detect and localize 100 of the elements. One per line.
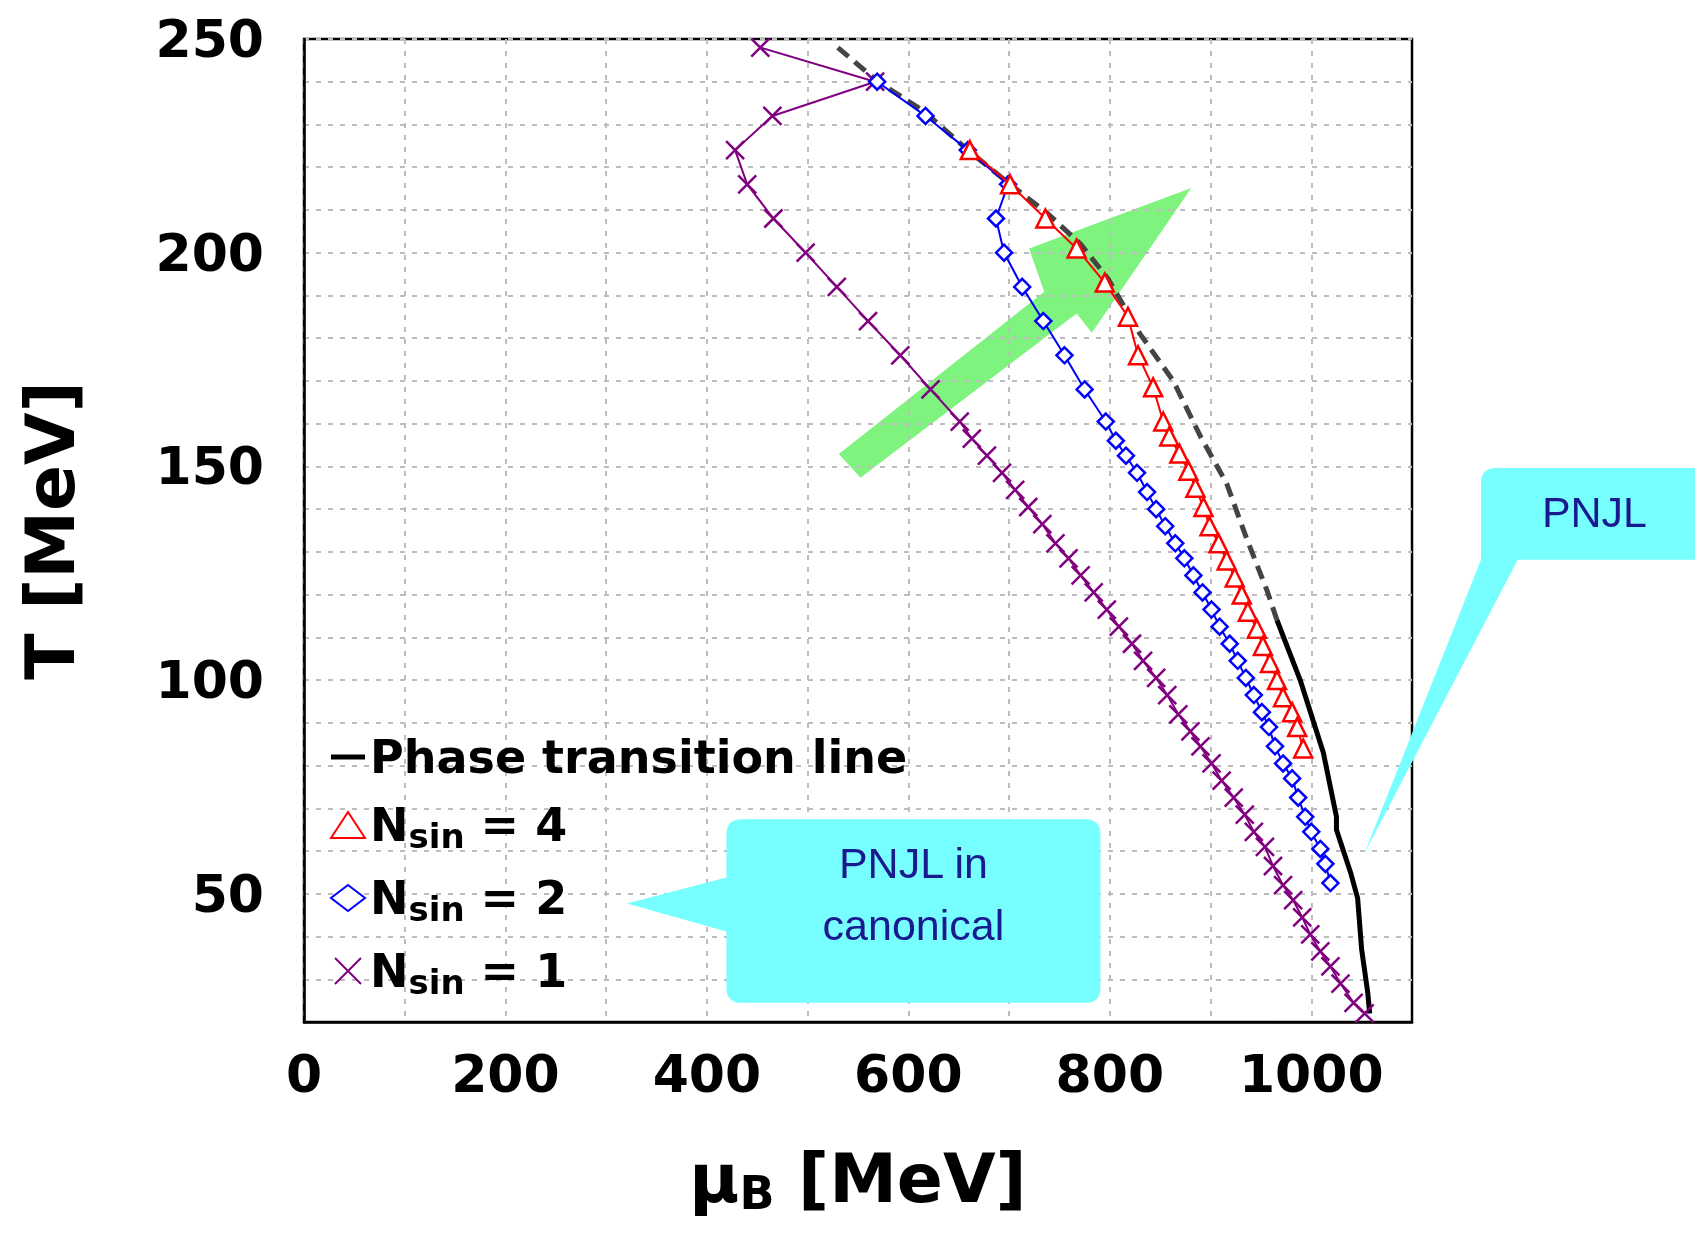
point <box>994 243 1014 262</box>
point <box>857 310 879 332</box>
y-tick-label: 50 <box>191 863 264 924</box>
point <box>1300 924 1321 945</box>
point <box>1243 821 1265 843</box>
point <box>1265 737 1285 756</box>
point <box>1211 770 1232 791</box>
point <box>1330 973 1351 994</box>
point <box>1216 550 1237 571</box>
x-tick-label: 600 <box>854 1044 963 1104</box>
point <box>1282 889 1304 911</box>
point <box>1117 306 1139 328</box>
point <box>1272 686 1294 708</box>
point <box>1282 769 1302 788</box>
point <box>1055 346 1074 365</box>
y-tick-label: 250 <box>155 9 264 69</box>
point <box>1295 807 1315 827</box>
point <box>920 379 941 400</box>
point <box>1237 601 1259 622</box>
point <box>949 411 970 432</box>
point <box>763 208 784 229</box>
point <box>1032 513 1053 535</box>
point <box>1316 854 1335 874</box>
point <box>1288 788 1308 807</box>
point <box>1199 515 1220 537</box>
point <box>1066 238 1087 259</box>
point <box>1116 446 1136 465</box>
point <box>1266 669 1288 691</box>
point <box>1302 822 1321 842</box>
point <box>750 37 771 58</box>
point <box>1190 736 1211 757</box>
legend-label: Phase transition line <box>370 730 908 784</box>
point <box>724 139 746 161</box>
point <box>1343 992 1364 1014</box>
point <box>1272 874 1294 896</box>
x-tick-label: 0 <box>285 1044 323 1104</box>
point <box>1108 616 1130 637</box>
point <box>991 462 1013 484</box>
point <box>1168 704 1189 725</box>
point <box>1096 412 1116 431</box>
point <box>1166 534 1185 553</box>
point <box>1193 496 1214 518</box>
point <box>1146 499 1166 519</box>
point <box>1004 479 1026 501</box>
point <box>1083 582 1104 603</box>
point <box>1273 754 1293 773</box>
point <box>795 242 816 263</box>
point <box>1045 533 1066 554</box>
point <box>1354 1003 1375 1024</box>
point <box>1035 208 1056 229</box>
point <box>1228 651 1247 671</box>
point <box>1034 311 1053 331</box>
point <box>1127 463 1147 483</box>
point <box>1310 941 1331 962</box>
point <box>1017 496 1039 518</box>
point <box>1180 721 1201 742</box>
point <box>1159 426 1180 447</box>
point <box>1121 633 1143 655</box>
y-axis-title: T [MeV] <box>10 381 90 680</box>
point <box>1075 380 1094 399</box>
point <box>1259 717 1279 737</box>
y-tick-label: 150 <box>155 436 264 497</box>
point <box>736 174 758 195</box>
point <box>976 445 998 466</box>
point <box>1070 565 1091 586</box>
point <box>1236 668 1256 688</box>
point <box>1320 956 1341 977</box>
point <box>1137 482 1157 502</box>
point <box>1252 635 1274 657</box>
point <box>1145 667 1167 689</box>
y-tick-label: 100 <box>155 650 264 711</box>
point <box>961 428 983 449</box>
point <box>1178 460 1199 481</box>
point <box>1058 548 1079 569</box>
x-tick-label: 1000 <box>1238 1044 1384 1104</box>
point <box>1132 650 1154 672</box>
point <box>1292 738 1314 759</box>
point <box>890 345 911 366</box>
point <box>1254 836 1276 858</box>
point <box>1210 617 1229 636</box>
point <box>916 106 935 126</box>
point <box>1184 566 1203 585</box>
point <box>826 276 848 298</box>
point <box>1127 345 1149 366</box>
point <box>1142 377 1164 398</box>
y-tick-label: 200 <box>155 222 264 283</box>
x-tick-label: 200 <box>451 1044 560 1104</box>
point <box>1259 652 1281 674</box>
point <box>1286 716 1308 738</box>
point <box>1234 804 1256 825</box>
point <box>1231 584 1253 605</box>
point <box>1155 516 1175 536</box>
point <box>1246 618 1268 640</box>
point <box>1156 684 1178 706</box>
point <box>1169 443 1190 464</box>
text: PNJL <box>1540 487 1649 539</box>
point <box>1223 787 1244 808</box>
point <box>1094 272 1116 293</box>
point <box>1252 702 1272 722</box>
point <box>1311 839 1330 859</box>
